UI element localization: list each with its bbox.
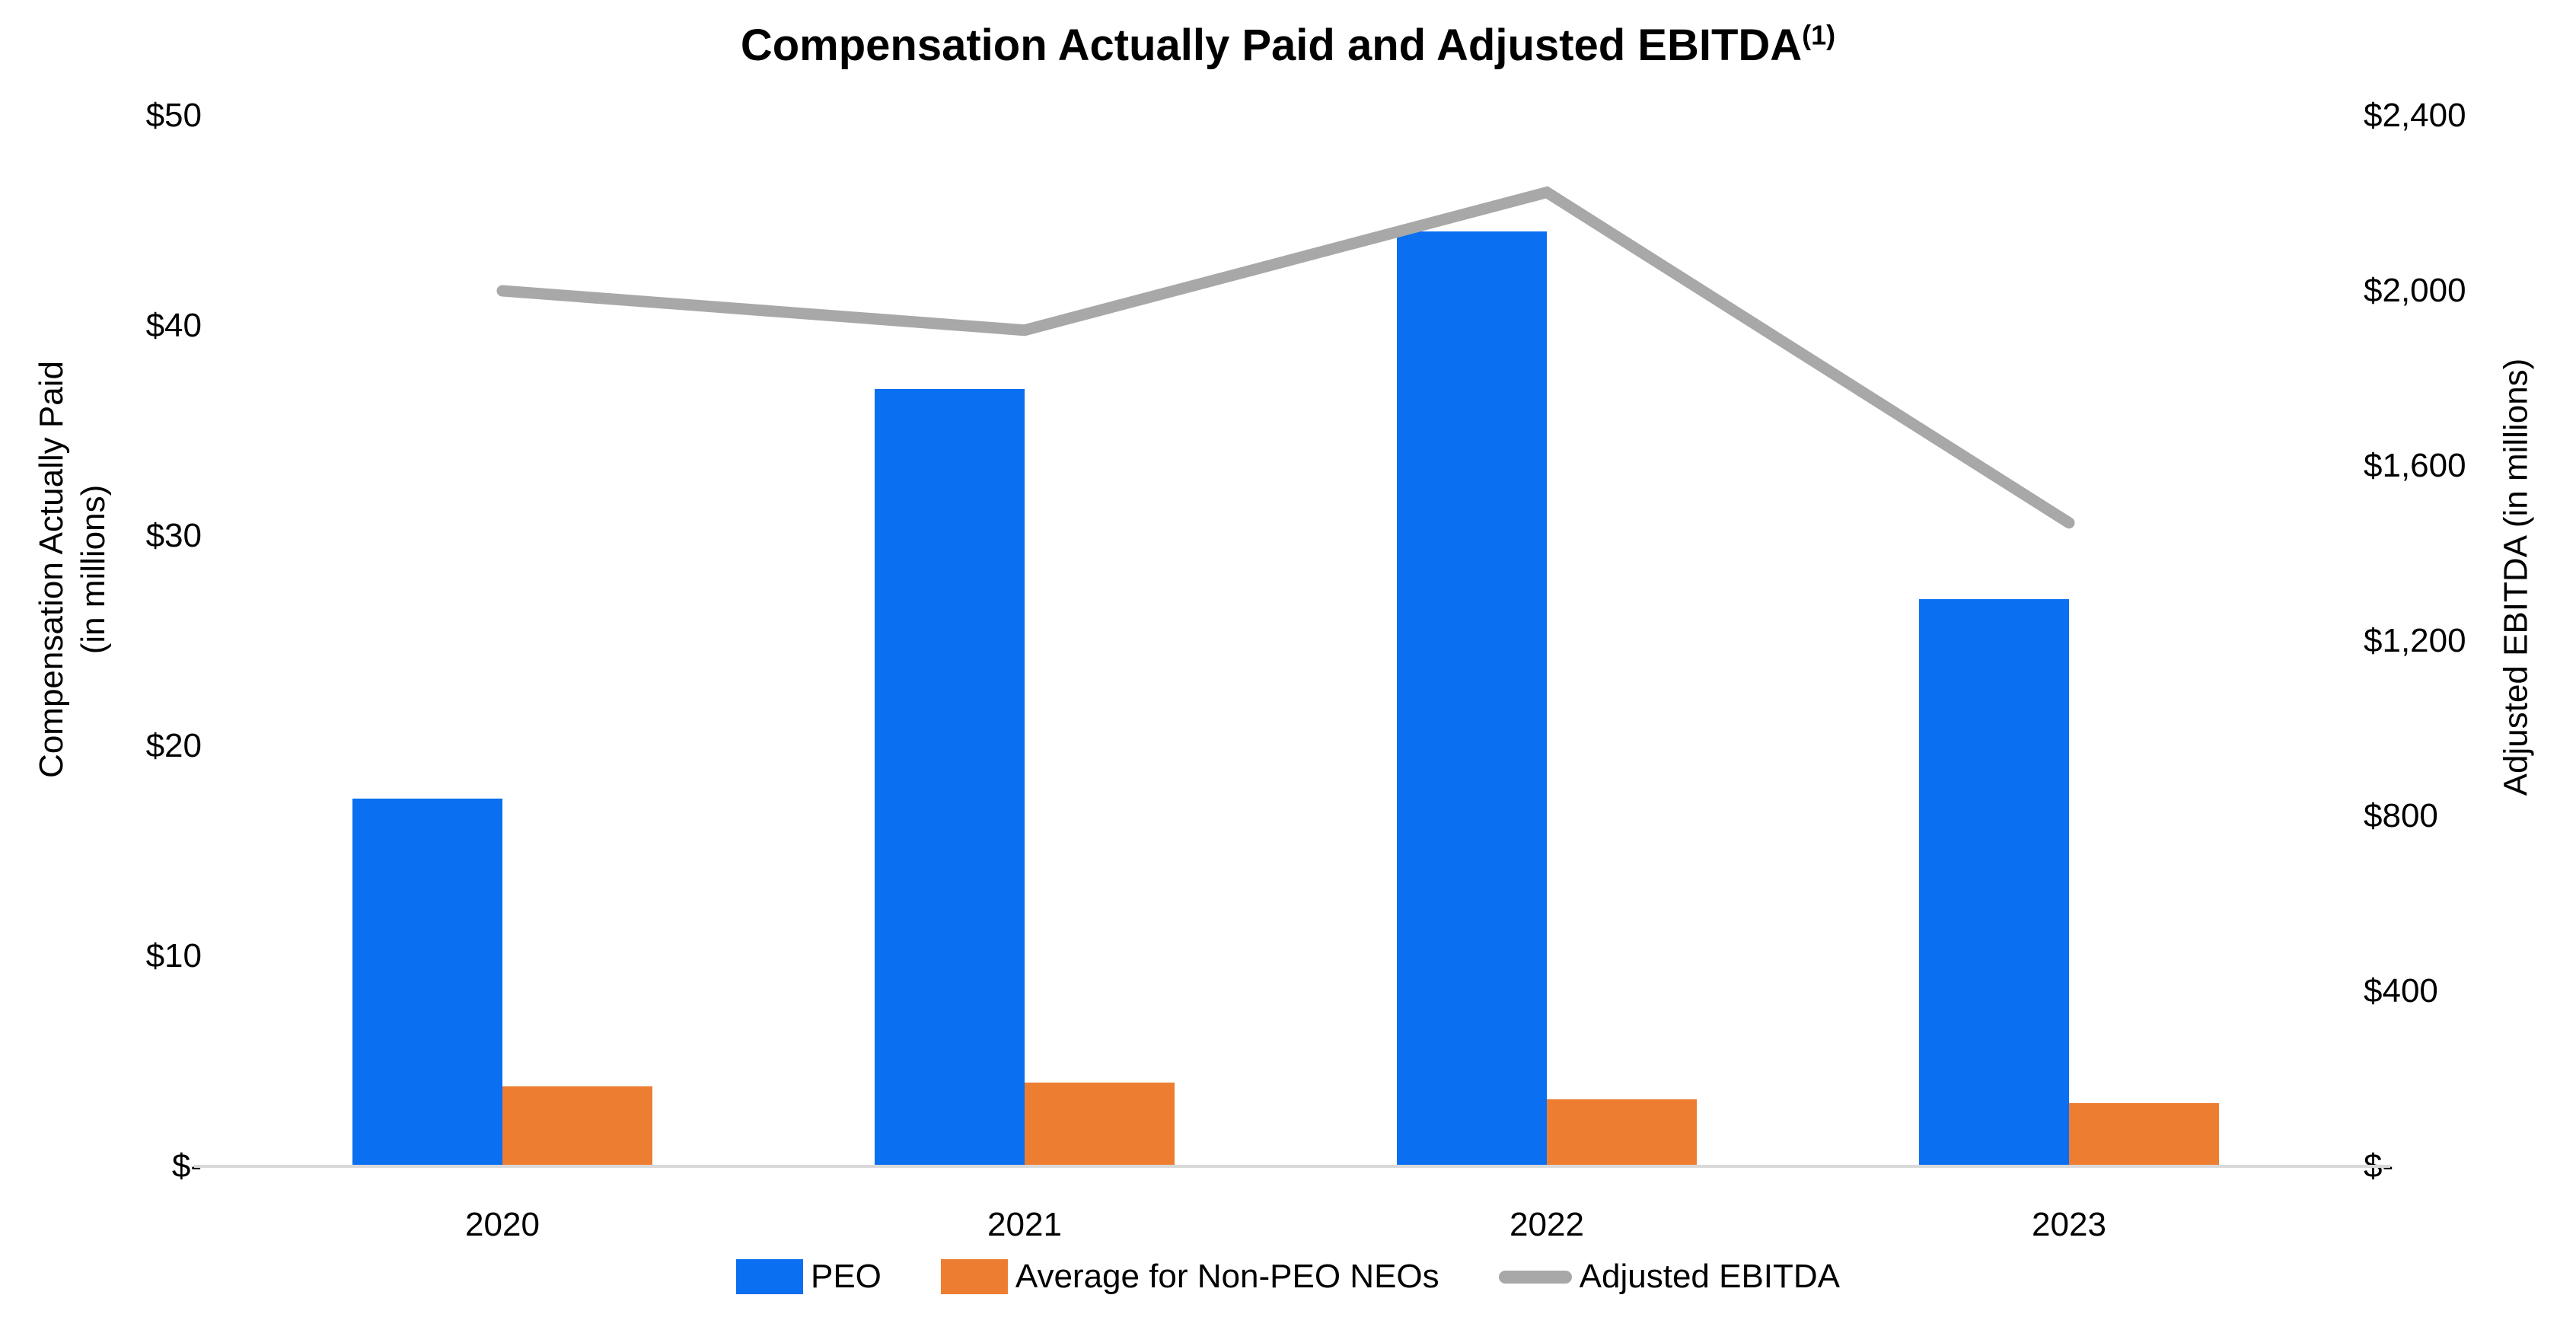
right-axis-tick-label: $1,200	[2364, 622, 2466, 659]
peo-bar	[352, 799, 502, 1166]
x-axis-tick-label: 2023	[2032, 1206, 2106, 1243]
left-axis-tick-label: $20	[145, 727, 202, 764]
plot-area	[241, 116, 2330, 1166]
left-axis-tick-label: $10	[145, 937, 202, 974]
legend: PEO Average for Non-PEO NEOs Adjusted EBIT…	[735, 1258, 1841, 1296]
left-axis-title-line1: Compensation Actually Paid	[33, 361, 70, 778]
non-peo-neo-bar	[1025, 1082, 1175, 1166]
ebitda-line	[496, 186, 2075, 529]
x-axis-tick-label: 2020	[465, 1206, 540, 1243]
left-axis-tick-label: $-	[171, 1147, 202, 1185]
chart-title-text: Compensation Actually Paid and Adjusted …	[740, 21, 1803, 70]
x-axis-line	[194, 1165, 2390, 1168]
non-peo-neo-bar	[1547, 1099, 1697, 1166]
ebitda-line-layer	[496, 186, 2075, 529]
left-axis-title-line2: (in millions)	[75, 484, 112, 655]
peo-bar	[1919, 598, 2069, 1166]
legend-line-swatch	[1498, 1270, 1572, 1284]
right-axis-tick-label: $2,400	[2364, 97, 2466, 134]
left-axis-title: Compensation Actually Paid (in millions)	[30, 361, 114, 778]
legend-label: Average for Non-PEO NEOs	[1015, 1258, 1439, 1295]
left-axis-tick-label: $30	[145, 517, 202, 554]
legend-bar-swatch	[940, 1259, 1008, 1294]
non-peo-neo-bar	[502, 1086, 652, 1166]
peo-bar	[1397, 231, 1547, 1166]
left-axis-tick-label: $40	[145, 307, 202, 344]
legend-bar-swatch	[735, 1259, 803, 1294]
right-axis-tick-label: $2,000	[2364, 272, 2466, 309]
left-axis-tick-label: $50	[145, 97, 202, 134]
legend-label: PEO	[810, 1258, 882, 1295]
x-axis-tick-label: 2021	[987, 1206, 1062, 1243]
right-axis-tick-label: $-	[2364, 1147, 2394, 1185]
right-axis-tick-label: $400	[2364, 972, 2438, 1009]
legend-item: Average for Non-PEO NEOs	[940, 1258, 1439, 1296]
non-peo-neo-bar	[2069, 1103, 2219, 1166]
right-axis-tick-label: $800	[2364, 797, 2438, 834]
chart-title-footnote-marker: (1)	[1802, 19, 1836, 51]
chart-title: Compensation Actually Paid and Adjusted …	[0, 20, 2576, 71]
legend-item: Adjusted EBITDA	[1498, 1258, 1841, 1296]
peo-bar	[875, 388, 1025, 1166]
legend-item: PEO	[735, 1258, 882, 1296]
legend-label: Adjusted EBITDA	[1579, 1258, 1841, 1295]
right-axis-title: Adjusted EBITDA (in millions)	[2497, 358, 2535, 796]
right-axis-tick-label: $1,600	[2364, 447, 2466, 484]
x-axis-tick-label: 2022	[1510, 1206, 1584, 1243]
